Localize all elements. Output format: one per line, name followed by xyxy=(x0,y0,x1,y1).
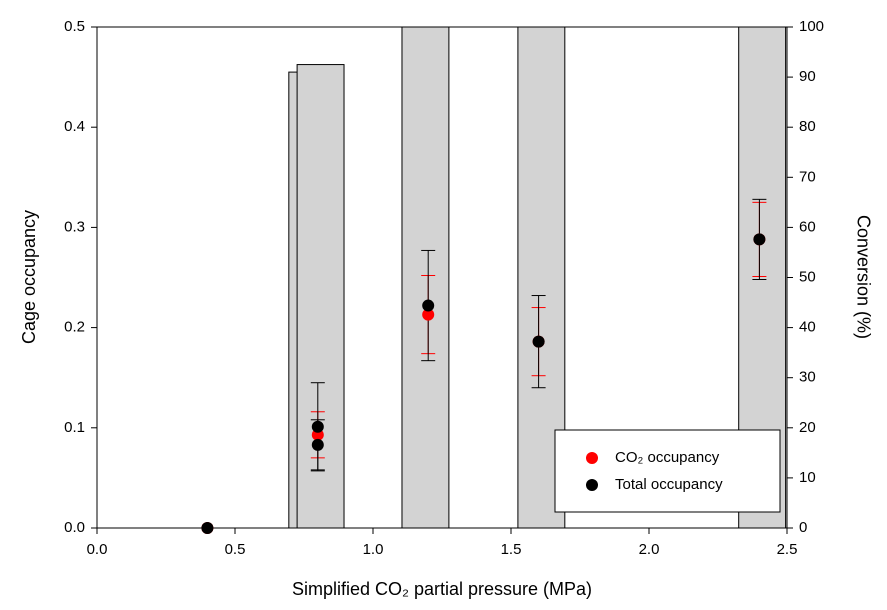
x-tick-label: 0.5 xyxy=(225,541,246,558)
y2-tick-label: 70 xyxy=(799,168,816,185)
y2-tick-label: 80 xyxy=(799,118,816,135)
y2-tick-label: 30 xyxy=(799,369,816,386)
y2-tick-label: 10 xyxy=(799,469,816,486)
point xyxy=(311,438,324,451)
x-tick-label: 1.5 xyxy=(501,541,522,558)
y2-axis-title: Conversion (%) xyxy=(853,215,873,339)
bar xyxy=(401,27,450,528)
y2-tick-label: 20 xyxy=(799,419,816,436)
y2-tick-label: 50 xyxy=(799,268,816,285)
y2-tick-label: 40 xyxy=(799,319,816,336)
bar xyxy=(296,64,345,528)
x-axis-title: Simplified CO₂ partial pressure (MPa) xyxy=(292,579,592,599)
x-tick-label: 2.5 xyxy=(777,541,798,558)
y-axis-title: Cage occupancy xyxy=(19,210,39,344)
y2-tick-label: 0 xyxy=(799,519,807,536)
point xyxy=(422,299,435,312)
point xyxy=(532,335,545,348)
y2-tick-label: 100 xyxy=(799,18,824,35)
x-tick-label: 0.0 xyxy=(87,541,108,558)
x-tick-label: 2.0 xyxy=(639,541,660,558)
y-tick-label: 0.0 xyxy=(64,519,85,536)
y2-tick-label: 60 xyxy=(799,218,816,235)
x-tick-label: 1.0 xyxy=(363,541,384,558)
y-tick-label: 0.5 xyxy=(64,18,85,35)
y-tick-label: 0.4 xyxy=(64,118,85,135)
point xyxy=(201,522,214,534)
legend-label: CO₂ occupancy xyxy=(615,449,720,466)
point xyxy=(753,233,766,246)
legend-label: Total occupancy xyxy=(615,476,723,493)
y-tick-label: 0.2 xyxy=(64,319,85,336)
y-tick-label: 0.3 xyxy=(64,218,85,235)
y-tick-label: 0.1 xyxy=(64,419,85,436)
legend-marker xyxy=(586,452,598,464)
point xyxy=(422,308,435,321)
legend-marker xyxy=(586,479,598,491)
legend-box xyxy=(554,429,781,513)
y2-tick-label: 90 xyxy=(799,68,816,85)
point xyxy=(311,420,324,433)
